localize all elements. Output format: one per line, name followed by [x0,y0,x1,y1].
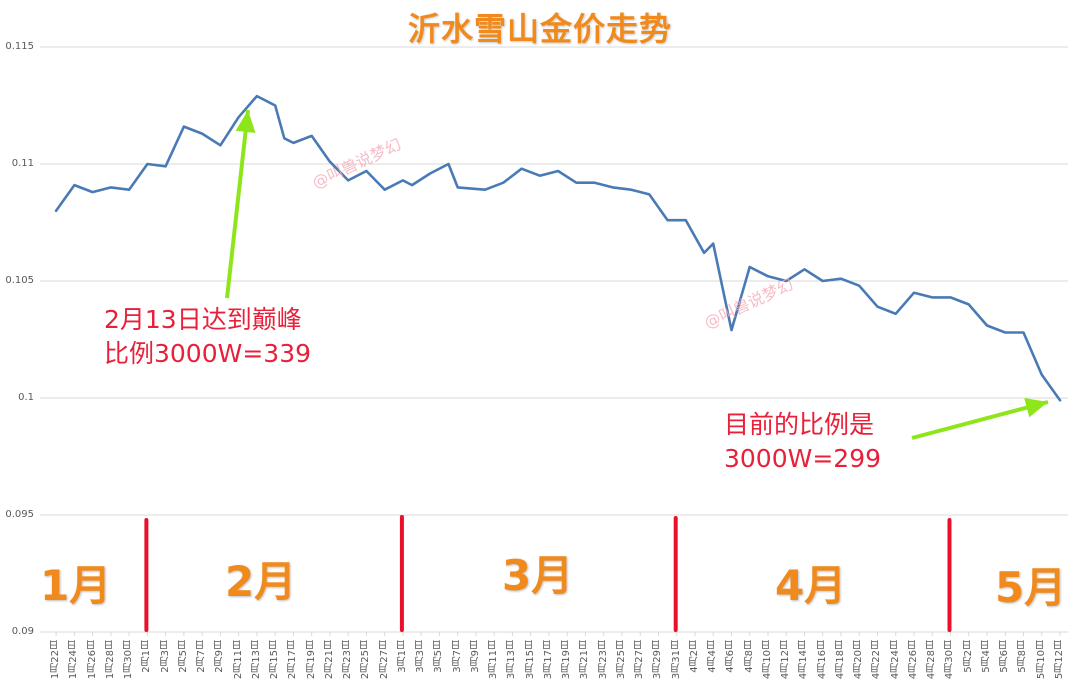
x-tick-label: 4月18日 [834,640,846,680]
x-tick-label: 1月28日 [104,640,116,680]
x-tick-label: 3月21日 [579,640,591,680]
x-tick-label: 4月28日 [926,640,938,680]
y-tick-009: 0.09 [11,626,34,637]
x-tick-label: 3月27日 [634,640,646,680]
x-tick-label: 3月15日 [524,640,536,680]
x-tick-label: 4月30日 [944,640,956,680]
x-tick-label: 3月19日 [561,640,573,680]
price-line [54,94,1062,402]
x-tick-label: 2月7日 [196,640,208,673]
x-tick-label: 2月13日 [250,640,262,680]
x-tick-label: 2月21日 [323,640,335,680]
x-tick-label: 3月1日 [396,640,408,673]
current-annotation: 目前的比例是 3000W=299 [724,408,881,476]
x-tick-label: 3月13日 [506,640,518,680]
x-tick-label: 4月22日 [871,640,883,680]
x-tick-label: 3月17日 [542,640,554,680]
current-annotation-line1: 目前的比例是 [724,410,875,439]
x-tick-label: 3月25日 [615,640,627,680]
x-tick-label: 3月7日 [451,640,463,673]
x-tick-label: 3月31日 [670,640,682,680]
y-tick-0105: 0.105 [5,275,34,286]
x-tick-label: 3月11日 [488,640,500,680]
x-tick-label: 2月5日 [177,640,189,673]
y-tick-0115: 0.115 [5,41,34,52]
x-tick-label: 4月6日 [725,640,737,673]
x-tick-label: 2月19日 [305,640,317,680]
x-tick-label: 3月29日 [652,640,664,680]
peak-annotation: 2月13日达到巅峰 比例3000W=339 [104,303,311,371]
x-tick-label: 2月15日 [269,640,281,680]
y-tick-01: 0.1 [18,392,34,403]
x-tick-label: 2月23日 [342,640,354,680]
x-tick-label: 1月30日 [123,640,135,680]
chart-title: 沂水雪山金价走势 [407,10,672,48]
x-axis-ticks [55,632,1061,636]
x-tick-label: 4月8日 [743,640,755,673]
x-tick-label: 4月26日 [907,640,919,680]
x-tick-label: 1月24日 [68,640,80,680]
x-tick-label: 5月6日 [999,640,1011,673]
x-tick-label: 4月4日 [707,640,719,673]
peak-annotation-line2: 比例3000W=339 [104,339,312,368]
x-tick-label: 4月24日 [889,640,901,680]
y-tick-011: 0.11 [11,158,34,169]
x-tick-label: 3月9日 [469,640,481,673]
x-tick-label: 5月10日 [1035,640,1047,680]
annotation-arrows [225,109,1049,440]
x-tick-label: 5月8日 [1017,640,1029,673]
x-tick-label: 4月10日 [761,640,773,680]
month-label-mar: 3月 [502,551,574,600]
current-annotation-line2: 3000W=299 [724,444,882,473]
peak-annotation-line1: 2月13日达到巅峰 [104,305,302,334]
month-label-apr: 4月 [775,561,847,610]
x-tick-label: 4月20日 [853,640,865,680]
month-label-feb: 2月 [225,557,297,606]
month-label-jan: 1月 [40,561,112,610]
x-tick-label: 1月22日 [50,640,62,680]
x-tick-label: 1月26日 [86,640,98,680]
x-tick-label: 3月23日 [597,640,609,680]
x-tick-label: 2月11日 [232,640,244,680]
x-tick-label: 2月3日 [159,640,171,673]
x-tick-label: 4月12日 [780,640,792,680]
x-tick-label: 3月5日 [433,640,445,673]
x-tick-label: 5月4日 [980,640,992,673]
x-tick-label: 2月25日 [360,640,372,680]
month-dividers [144,515,952,632]
x-tick-label: 4月16日 [816,640,828,680]
month-label-may: 5月 [995,563,1067,612]
x-tick-label: 2月1日 [141,640,153,673]
gridlines [40,46,1068,633]
y-tick-0095: 0.095 [5,509,34,520]
x-tick-label: 4月2日 [688,640,700,673]
x-tick-label: 2月27日 [378,640,390,680]
x-tick-label: 3月3日 [415,640,427,673]
x-tick-label: 2月17日 [287,640,299,680]
x-tick-label: 5月2日 [962,640,974,673]
x-tick-label: 5月12日 [1054,640,1065,680]
x-tick-label: 4月14日 [798,640,810,680]
x-tick-label: 2月9日 [214,640,226,673]
